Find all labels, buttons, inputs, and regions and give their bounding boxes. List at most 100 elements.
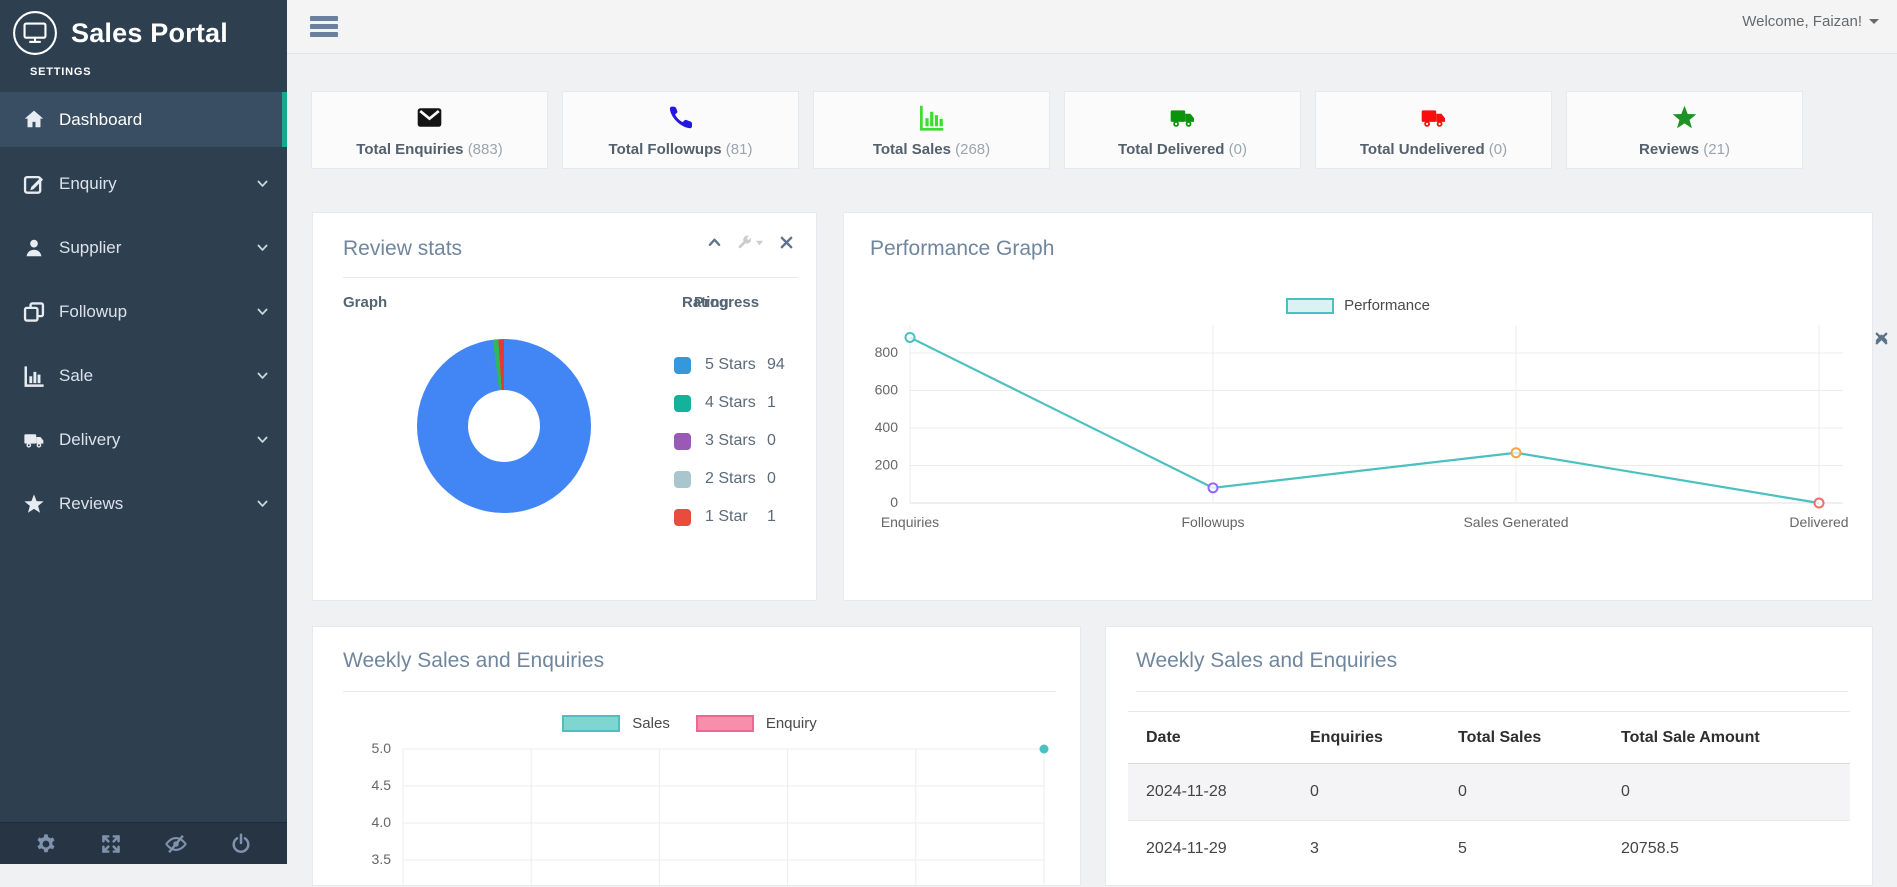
truck-icon xyxy=(1420,104,1447,131)
legend-swatch xyxy=(674,509,691,526)
card-label: Total Undelivered xyxy=(1360,141,1485,158)
legend-swatch xyxy=(674,395,691,412)
chevron-down-icon xyxy=(256,497,269,510)
sidebar-item-enquiry[interactable]: Enquiry xyxy=(0,156,287,211)
eye-slash-icon[interactable] xyxy=(165,833,187,855)
review-column-headers: Graph Rating Progress xyxy=(343,294,816,314)
column-header: Date xyxy=(1128,712,1292,764)
welcome-text: Welcome, Faizan! xyxy=(1742,13,1862,30)
bar-chart-icon xyxy=(22,365,46,387)
weekly-table-panel: Weekly Sales and Enquiries Date Enquirie… xyxy=(1105,626,1873,886)
edit-icon xyxy=(22,173,46,195)
monitor-icon xyxy=(12,10,58,56)
card-total-enquiries: Total Enquiries (883) xyxy=(311,91,548,169)
star-icon xyxy=(22,493,46,515)
sidebar-footer xyxy=(0,822,287,864)
card-count: (21) xyxy=(1703,141,1730,158)
ratings-legend: 5 Stars 94 4 Stars 1 3 Stars 0 2 Stars 0… xyxy=(674,346,785,536)
star-icon xyxy=(1671,104,1698,131)
cell-enquiries: 3 xyxy=(1292,821,1440,878)
table-row: 2024-11-29 3 5 20758.5 xyxy=(1128,821,1850,878)
sidebar-item-sale[interactable]: Sale xyxy=(0,348,287,403)
power-icon[interactable] xyxy=(230,833,252,855)
gear-icon[interactable] xyxy=(35,833,57,855)
panel-title: Performance Graph xyxy=(870,237,1848,261)
svg-text:200: 200 xyxy=(875,457,899,473)
sidebar-item-followup[interactable]: Followup xyxy=(0,284,287,339)
sidebar-item-delivery[interactable]: Delivery xyxy=(0,412,287,467)
close-icon[interactable] xyxy=(779,235,794,250)
ratings-donut-chart xyxy=(417,339,591,513)
card-count: (268) xyxy=(955,141,990,158)
progress-column-label: Progress xyxy=(694,294,759,311)
user-menu[interactable]: Welcome, Faizan! xyxy=(1742,13,1879,30)
menu-toggle-icon[interactable] xyxy=(310,16,338,40)
column-header: Enquiries xyxy=(1292,712,1440,764)
card-reviews: Reviews (21) xyxy=(1566,91,1803,169)
collapse-icon[interactable] xyxy=(707,235,722,250)
card-count: (883) xyxy=(468,141,503,158)
performance-graph-panel: Performance Graph Performance 800 600 40… xyxy=(843,212,1873,601)
card-total-followups: Total Followups (81) xyxy=(562,91,799,169)
legend-item-5-stars: 5 Stars 94 xyxy=(674,346,785,384)
truck-icon xyxy=(1169,104,1196,131)
card-total-sales: Total Sales (268) xyxy=(813,91,1050,169)
app-title: Sales Portal xyxy=(71,18,228,49)
chevron-down-icon xyxy=(256,177,269,190)
weekly-sales-table: Date Enquiries Total Sales Total Sale Am… xyxy=(1128,711,1850,878)
card-label: Total Followups xyxy=(609,141,722,158)
cell-total-sale-amount: 0 xyxy=(1603,764,1850,821)
svg-text:Sales Generated: Sales Generated xyxy=(1463,514,1568,530)
column-header: Total Sales xyxy=(1440,712,1603,764)
settings-section-label: SETTINGS xyxy=(30,66,287,78)
sales-data-point xyxy=(1040,745,1049,754)
sidebar-item-supplier[interactable]: Supplier xyxy=(0,220,287,275)
wrench-icon[interactable] xyxy=(737,235,752,250)
phone-icon xyxy=(667,104,694,131)
legend-item-2-stars: 2 Stars 0 xyxy=(674,460,785,498)
cell-date: 2024-11-28 xyxy=(1128,764,1292,821)
bar-chart-icon xyxy=(918,104,945,131)
svg-text:800: 800 xyxy=(875,344,899,360)
cell-total-sales: 5 xyxy=(1440,821,1603,878)
graph-column-label: Graph xyxy=(343,294,387,311)
truck-icon xyxy=(22,429,46,451)
sidebar-nav: Dashboard Enquiry Supplier xyxy=(0,92,287,531)
card-count: (0) xyxy=(1489,141,1507,158)
close-icon[interactable] xyxy=(1874,331,1889,346)
review-stats-panel: Review stats Graph Rating Progress xyxy=(312,212,817,601)
svg-text:3.5: 3.5 xyxy=(372,851,392,867)
weekly-chart-panel: Weekly Sales and Enquiries Sales Enquiry… xyxy=(312,626,1081,886)
home-icon xyxy=(22,109,46,131)
svg-text:5.0: 5.0 xyxy=(372,740,392,756)
sidebar-item-dashboard[interactable]: Dashboard xyxy=(0,92,287,147)
card-label: Total Sales xyxy=(873,141,951,158)
topbar: Welcome, Faizan! xyxy=(287,0,1897,54)
cell-total-sale-amount: 20758.5 xyxy=(1603,821,1850,878)
legend-swatch xyxy=(674,433,691,450)
caret-down-icon xyxy=(1869,19,1879,24)
chevron-down-icon xyxy=(256,241,269,254)
table-row: 2024-11-28 0 0 0 xyxy=(1128,764,1850,821)
copy-icon xyxy=(22,301,46,323)
card-count: (81) xyxy=(726,141,753,158)
stat-cards-row: Total Enquiries (883) Total Followups (8… xyxy=(311,91,1803,169)
legend-item-3-stars: 3 Stars 0 xyxy=(674,422,785,460)
card-label: Reviews xyxy=(1639,141,1699,158)
legend-item-4-stars: 4 Stars 1 xyxy=(674,384,785,422)
sidebar-item-reviews[interactable]: Reviews xyxy=(0,476,287,531)
svg-text:400: 400 xyxy=(875,419,899,435)
performance-line xyxy=(910,337,1819,503)
card-label: Total Enquiries xyxy=(356,141,463,158)
panel-title: Weekly Sales and Enquiries xyxy=(1136,649,1848,673)
panel-title: Weekly Sales and Enquiries xyxy=(343,649,1056,673)
expand-icon[interactable] xyxy=(100,833,122,855)
legend-swatch xyxy=(674,471,691,488)
column-header: Total Sale Amount xyxy=(1603,712,1850,764)
caret-down-icon xyxy=(755,238,764,247)
cell-date: 2024-11-29 xyxy=(1128,821,1292,878)
svg-text:0: 0 xyxy=(890,494,898,510)
svg-text:Enquiries: Enquiries xyxy=(881,514,939,530)
card-label: Total Delivered xyxy=(1118,141,1224,158)
card-count: (0) xyxy=(1229,141,1247,158)
